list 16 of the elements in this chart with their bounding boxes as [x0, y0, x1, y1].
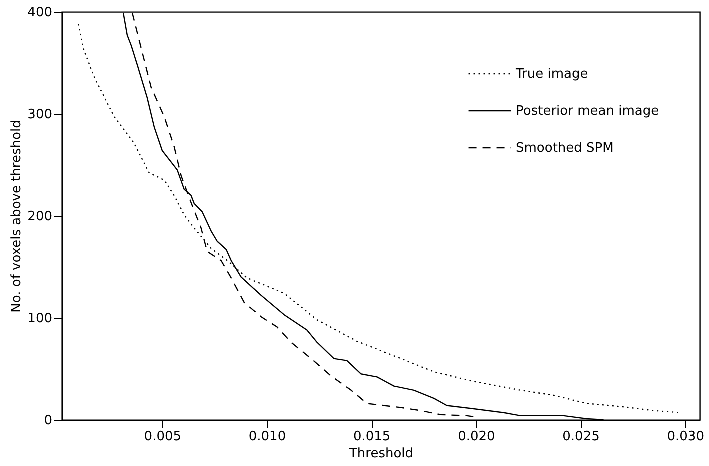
legend-label: Posterior mean image	[516, 104, 660, 119]
y-tick-label: 200	[28, 210, 52, 224]
x-tick-label: 0.020	[458, 430, 496, 444]
y-tick-label: 400	[28, 6, 52, 20]
legend-label: True image	[515, 67, 588, 82]
y-tick-label: 300	[28, 108, 52, 122]
x-tick-label: 0.010	[248, 430, 286, 444]
x-tick-label: 0.015	[353, 430, 391, 444]
y-tick-label: 100	[28, 312, 52, 326]
y-axis-title: No. of voxels above threshold	[10, 120, 25, 313]
y-tick-label: 0	[44, 414, 52, 428]
x-axis-title: Threshold	[348, 446, 414, 462]
legend-label: Smoothed SPM	[516, 141, 614, 156]
x-tick-label: 0.025	[562, 430, 600, 444]
x-tick-label: 0.030	[667, 430, 704, 444]
x-tick-label: 0.005	[144, 430, 182, 444]
